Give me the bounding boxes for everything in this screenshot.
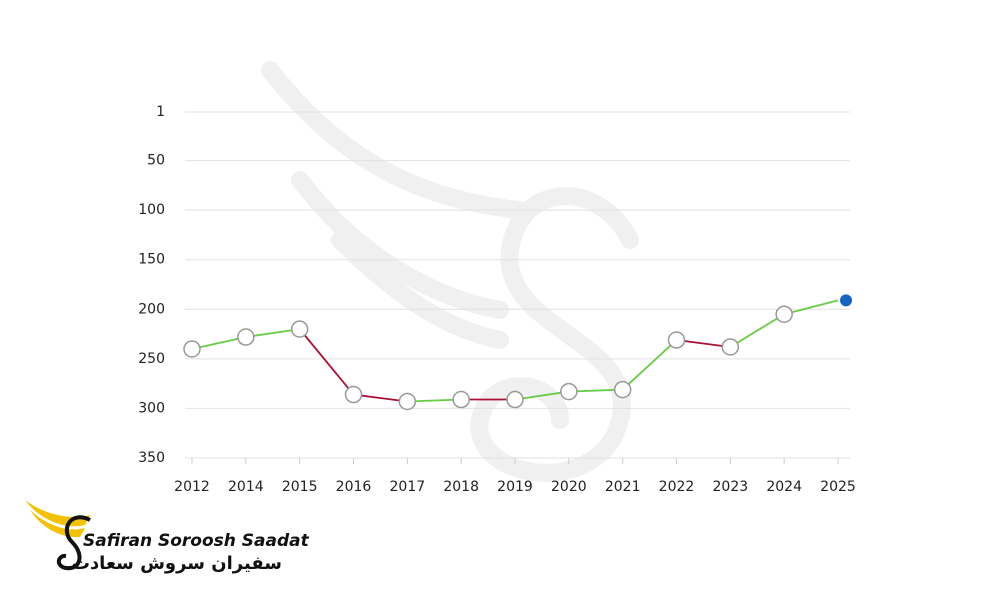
x-tick-label: 2020 [551, 479, 587, 495]
marker [838, 292, 854, 309]
marker [506, 390, 524, 409]
line-segment [191, 336, 247, 350]
y-tick-label: 350 [138, 450, 165, 466]
marker [721, 338, 740, 356]
line-segment [622, 339, 678, 391]
x-tick-label: 2023 [713, 479, 749, 495]
line-segment [298, 328, 355, 396]
marker [344, 385, 363, 404]
marker [398, 392, 417, 411]
y-tick-label: 200 [138, 301, 165, 317]
x-tick-label: 2022 [659, 479, 695, 495]
line-segment [353, 393, 408, 403]
logo-swan [56, 515, 91, 571]
line-segment [568, 388, 623, 393]
logo-name-fa: سفیران سروش سعادت [72, 553, 282, 574]
marker [560, 382, 578, 401]
x-tick-label: 2015 [282, 479, 318, 495]
x-tick-label: 2018 [443, 479, 479, 495]
marker [775, 305, 793, 323]
line-segment [514, 390, 569, 401]
marker [452, 390, 470, 409]
y-tick-label: 300 [138, 400, 165, 416]
line-segment [245, 328, 300, 338]
y-tick-label: 150 [138, 252, 165, 268]
x-tick-label: 2024 [766, 479, 802, 495]
watermark [261, 61, 639, 482]
y-tick-label: 1 [156, 104, 165, 120]
line-segment [783, 299, 839, 316]
marker [667, 331, 686, 349]
marker [183, 340, 201, 358]
x-tick-label: 2025 [820, 479, 856, 495]
line-segment [676, 339, 731, 348]
line-segment [729, 313, 785, 348]
logo-wing [30, 510, 85, 538]
y-tick-label: 50 [147, 153, 165, 169]
x-tick-label: 2016 [336, 479, 372, 495]
x-tick-label: 2014 [228, 479, 264, 495]
logo-wing [25, 500, 90, 527]
logo: Safiran Soroosh Saadat سفیران سروش سعادت [25, 500, 310, 574]
x-tick-label: 2021 [605, 479, 641, 495]
x-tick-label: 2012 [174, 479, 210, 495]
line-segment [407, 398, 462, 403]
y-tick-label: 100 [138, 202, 165, 218]
marker [237, 328, 255, 346]
y-tick-label: 250 [138, 351, 165, 367]
x-tick-label: 2017 [390, 479, 426, 495]
logo-name: Safiran Soroosh Saadat [83, 531, 310, 551]
marker [290, 320, 309, 338]
x-tick-label: 2019 [497, 479, 533, 495]
marker [613, 380, 632, 399]
